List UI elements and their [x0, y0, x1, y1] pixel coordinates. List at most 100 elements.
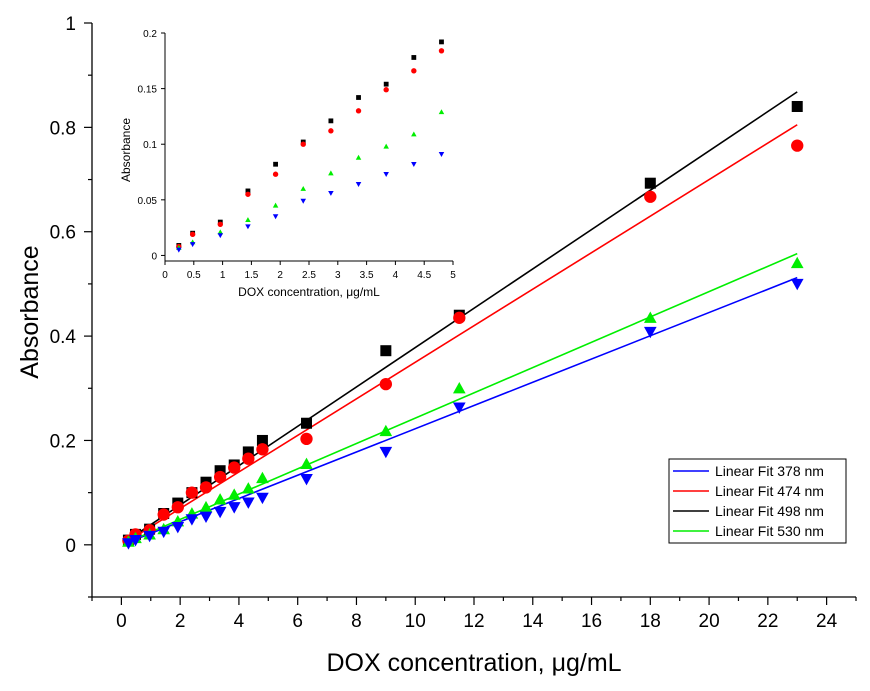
data-point — [300, 457, 313, 469]
inset-data-point — [383, 172, 389, 178]
data-point — [213, 506, 227, 519]
data-point — [301, 417, 313, 429]
inset-x-tick-label: 0 — [162, 270, 168, 281]
data-point — [300, 474, 313, 486]
fit-line — [128, 252, 798, 543]
data-point — [256, 471, 269, 484]
data-point — [453, 311, 466, 324]
inset-x-axis-title: DOX concentration, μg/mL — [238, 285, 380, 299]
data-point — [171, 522, 185, 534]
x-tick-label: 10 — [405, 611, 426, 632]
data-point — [791, 139, 804, 152]
data-point — [213, 493, 227, 505]
data-point — [185, 514, 199, 526]
inset-plot: 0 0.5 1 1.5 2 2.5 3 3.5 4 4.5 5 0 0.05 0.1 0.15 0.2 DOX … — [119, 29, 456, 299]
inset-data-point — [189, 242, 196, 248]
inset-x-tick-label: 3 — [335, 270, 341, 281]
inset-data-point — [328, 190, 334, 196]
inset-data-point — [383, 143, 389, 149]
inset-data-point — [328, 170, 334, 176]
data-point — [300, 432, 313, 446]
x-tick-label: 24 — [816, 611, 838, 632]
inset-data-point — [328, 128, 334, 134]
inset-data-point — [245, 188, 251, 194]
x-tick-label: 8 — [351, 611, 362, 632]
inset-data-point — [272, 214, 279, 220]
x-tick-label: 0 — [116, 611, 127, 632]
legend: Linear Fit 378 nm Linear Fit 474 nm Linear… — [668, 458, 847, 544]
x-tick-label: 4 — [234, 611, 245, 632]
data-point — [791, 100, 803, 112]
data-point — [143, 530, 156, 543]
inset-data-point — [217, 221, 223, 227]
legend-label: Linear Fit 474 nm — [715, 483, 824, 499]
inset-x-tick-label: 2.5 — [302, 270, 316, 281]
inset-data-point — [189, 231, 196, 237]
x-tick-label: 6 — [292, 611, 303, 632]
x-tick-label: 2 — [175, 611, 186, 632]
x-tick-label: 20 — [699, 611, 720, 632]
inset-data-point — [300, 198, 306, 204]
data-point — [185, 486, 199, 499]
inset-data-point — [300, 141, 306, 147]
inset-y-tick-label: 0 — [151, 251, 157, 262]
data-point — [790, 256, 804, 269]
legend-label: Linear Fit 530 nm — [715, 523, 824, 539]
data-point — [122, 538, 135, 550]
inset-data-point — [176, 247, 182, 253]
inset-data-point — [355, 154, 362, 160]
inset-data-point — [438, 109, 445, 115]
data-point — [214, 465, 226, 477]
data-point — [380, 345, 392, 357]
data-point — [213, 470, 227, 484]
data-point — [643, 311, 657, 323]
legend-label: Linear Fit 498 nm — [715, 503, 824, 519]
fit-line — [128, 124, 798, 542]
data-point — [644, 190, 657, 203]
inset-data-point — [356, 95, 361, 100]
data-point — [199, 500, 213, 513]
inset-x-tick-label: 4.5 — [417, 270, 431, 281]
legend-label: Linear Fit 378 nm — [715, 463, 824, 479]
data-point — [228, 461, 241, 474]
inset-data-point — [355, 108, 362, 114]
y-tick-label: 1 — [65, 14, 76, 35]
data-point — [790, 278, 804, 291]
data-point — [256, 443, 269, 456]
inset-data-point — [411, 55, 417, 60]
inset-data-point — [439, 39, 444, 45]
x-tick-label: 16 — [581, 611, 602, 632]
x-tick-label: 12 — [463, 611, 484, 632]
data-point — [199, 481, 213, 494]
inset-y-tick-label: 0.2 — [143, 29, 157, 40]
inset-y-tick-label: 0.15 — [138, 85, 158, 96]
inset-data-point — [411, 162, 417, 167]
y-tick-label: 0.2 — [50, 431, 76, 452]
data-point — [242, 446, 254, 458]
x-tick-label: 18 — [640, 611, 661, 632]
data-point — [452, 381, 466, 394]
data-point — [129, 535, 142, 547]
inset-x-tick-label: 1.5 — [244, 270, 258, 281]
inset-y-tick-label: 0.05 — [138, 196, 158, 207]
data-point — [643, 326, 657, 339]
data-point — [199, 511, 213, 523]
data-point — [256, 434, 268, 446]
y-tick-label: 0.8 — [50, 118, 76, 139]
data-point — [242, 497, 255, 509]
inset-x-tick-label: 1 — [220, 270, 226, 281]
x-tick-label: 22 — [757, 611, 778, 632]
data-point — [227, 502, 241, 514]
inset-x-tick-label: 4 — [393, 270, 399, 281]
inset-data-point — [217, 229, 224, 235]
inset-data-point — [273, 161, 278, 167]
inset-data-point — [272, 202, 279, 208]
inset-x-tick-label: 3.5 — [360, 270, 374, 281]
inset-data-point — [438, 152, 445, 157]
data-point — [242, 482, 255, 494]
inset-data-point — [272, 171, 279, 177]
data-point — [157, 526, 171, 539]
y-tick-label: 0 — [65, 536, 76, 557]
